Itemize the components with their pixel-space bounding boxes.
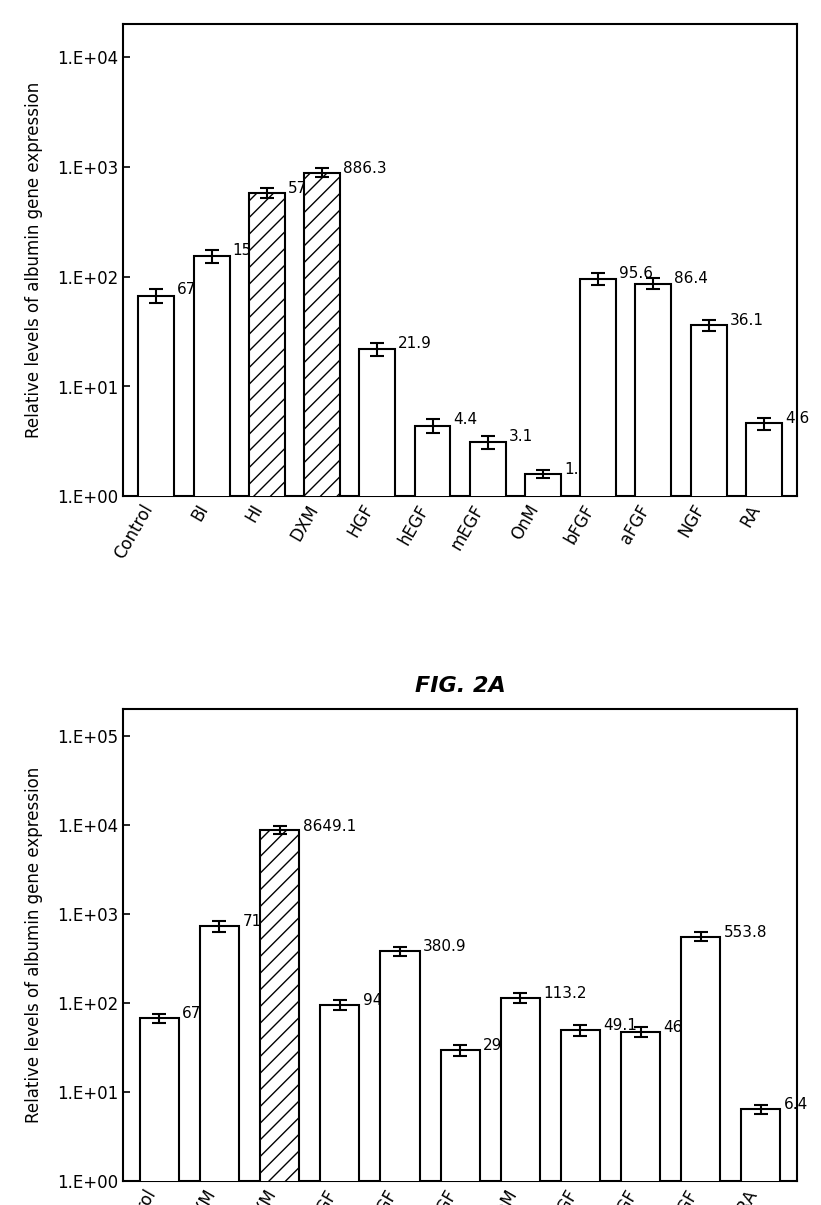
Text: 6.4: 6.4 xyxy=(783,1097,807,1112)
Bar xyxy=(440,1051,479,1205)
Text: 86.4: 86.4 xyxy=(674,271,708,286)
Bar xyxy=(621,1033,659,1205)
Text: 8649.1: 8649.1 xyxy=(302,819,355,834)
Bar xyxy=(200,927,239,1205)
Text: 154.3: 154.3 xyxy=(232,242,276,258)
Y-axis label: Relative levels of albumin gene expression: Relative levels of albumin gene expressi… xyxy=(25,82,44,439)
Y-axis label: Relative levels of albumin gene expression: Relative levels of albumin gene expressi… xyxy=(25,766,44,1123)
Bar xyxy=(304,172,340,1205)
Bar xyxy=(741,1109,780,1205)
Bar xyxy=(320,1005,359,1205)
Text: 719.9: 719.9 xyxy=(242,913,286,929)
Text: 4.6: 4.6 xyxy=(784,411,809,425)
Bar xyxy=(415,425,450,1205)
Bar xyxy=(380,951,420,1205)
Text: 36.1: 36.1 xyxy=(729,313,763,328)
Text: 4.4: 4.4 xyxy=(453,412,477,427)
Text: 49.1: 49.1 xyxy=(603,1017,636,1033)
Text: 113.2: 113.2 xyxy=(543,986,586,1000)
Text: 579.4: 579.4 xyxy=(287,181,331,195)
Text: FIG. 2A: FIG. 2A xyxy=(415,676,505,695)
Bar xyxy=(470,442,505,1205)
Bar xyxy=(681,936,720,1205)
Bar xyxy=(140,1018,179,1205)
Bar xyxy=(635,283,671,1205)
Bar xyxy=(359,349,395,1205)
Text: 95.6: 95.6 xyxy=(619,266,653,281)
Text: 29.3: 29.3 xyxy=(483,1038,516,1053)
Bar xyxy=(561,1030,599,1205)
Bar xyxy=(500,998,539,1205)
Text: 380.9: 380.9 xyxy=(423,939,466,954)
Text: 67.1: 67.1 xyxy=(182,1006,216,1022)
Text: 94.2: 94.2 xyxy=(362,993,397,1007)
Bar xyxy=(249,193,285,1205)
Bar xyxy=(745,423,782,1205)
Text: 21.9: 21.9 xyxy=(398,335,432,351)
Bar xyxy=(138,295,174,1205)
Text: 46.8: 46.8 xyxy=(663,1019,697,1035)
Bar xyxy=(690,325,726,1205)
Text: 3.1: 3.1 xyxy=(508,429,533,443)
Bar xyxy=(194,255,229,1205)
Text: 553.8: 553.8 xyxy=(723,924,767,940)
Text: 67.1: 67.1 xyxy=(177,282,211,296)
Bar xyxy=(525,474,561,1205)
Text: 886.3: 886.3 xyxy=(343,161,387,176)
Bar xyxy=(580,278,616,1205)
Bar xyxy=(260,830,299,1205)
Text: 1.6: 1.6 xyxy=(563,462,588,477)
